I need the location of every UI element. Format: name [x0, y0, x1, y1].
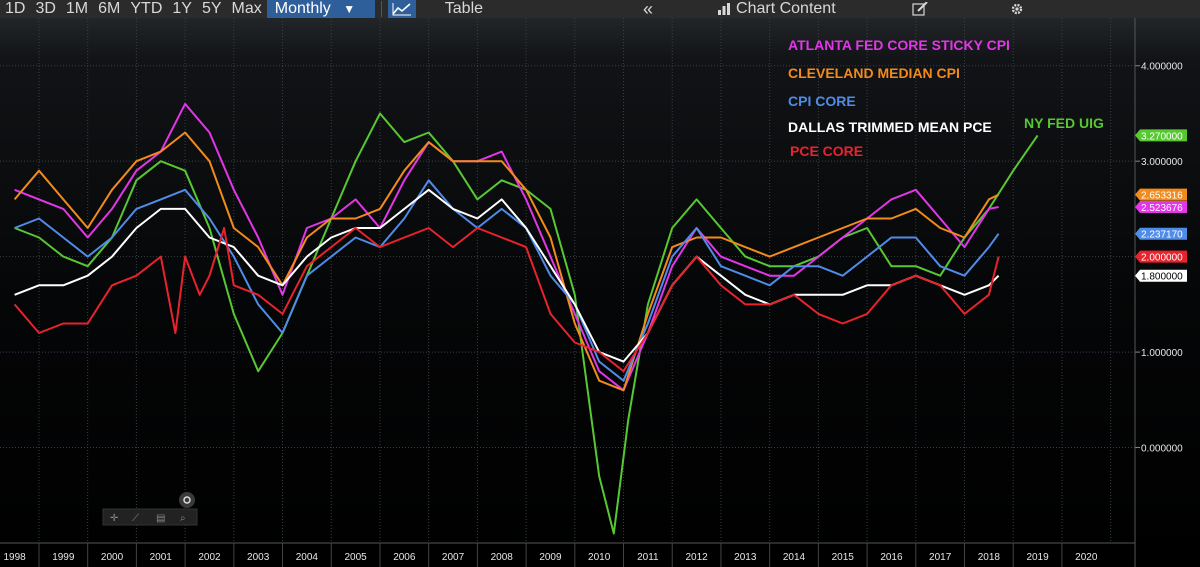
period-1d[interactable]: 1D [5, 0, 26, 17]
tag-label: 2.237170 [1141, 230, 1183, 241]
series-line-ny-fed-uig[interactable] [14, 112, 1039, 535]
x-tick-label: 2010 [588, 552, 611, 563]
last-value-tag: 2.237170 [1135, 227, 1187, 241]
x-tick-label: 2007 [442, 552, 465, 563]
chart-content-icon [718, 3, 731, 15]
legend-entry: CPI CORE [788, 93, 856, 109]
x-tick-label: 2018 [978, 552, 1001, 563]
tag-bg [1135, 201, 1187, 213]
x-tick-label: 1999 [52, 552, 75, 563]
tag-label: 1.800000 [1141, 272, 1183, 283]
grid-lines [0, 18, 1135, 543]
period-3d[interactable]: 3D [35, 0, 56, 17]
x-tick-label: 2003 [247, 552, 270, 563]
y-tick-label: 4.000000 [1141, 62, 1183, 73]
last-value-tag: 3.270000 [1135, 129, 1187, 142]
legend-entry: DALLAS TRIMMED MEAN PCE [788, 119, 992, 135]
chart-content-button[interactable]: Chart Content [712, 0, 841, 18]
tag-label: 3.270000 [1141, 131, 1183, 142]
period-1y[interactable]: 1Y [172, 0, 192, 17]
series-line-dallas-trimmed-mean-pce[interactable] [14, 188, 1000, 363]
settings-button[interactable] [1005, 0, 1029, 18]
tool-strip [102, 508, 198, 526]
period-max[interactable]: Max [231, 0, 262, 17]
legend-entry: NY FED UIG [1024, 115, 1104, 131]
x-tick-label: 2004 [296, 552, 319, 563]
x-tick-label: 2006 [393, 552, 416, 563]
x-tick-label: 2009 [539, 552, 562, 563]
frequency-label: Monthly [274, 0, 331, 17]
legend-entry: PCE CORE [790, 143, 863, 159]
line-chart-icon [392, 3, 411, 16]
period-ytd[interactable]: YTD [130, 0, 163, 17]
x-tick-label: 2002 [198, 552, 221, 563]
tag-bg [1135, 250, 1187, 263]
legend-entry: ATLANTA FED CORE STICKY CPI [788, 37, 1010, 53]
tag-label: 2.523676 [1141, 203, 1183, 214]
line-chart-button[interactable] [387, 0, 416, 18]
x-tick-label: 2011 [637, 552, 659, 563]
draw-icon[interactable]: ⟋ [132, 513, 139, 524]
y-tick-label: 3.000000 [1141, 157, 1183, 168]
chart-tool-palette: ✛ ⟋ ▤ ⌕ [102, 492, 198, 526]
x-tick-label: 1998 [3, 552, 26, 563]
frequency-dropdown[interactable]: Monthly ▼ [266, 0, 375, 18]
gear-icon [1011, 3, 1022, 15]
tag-label: 2.653316 [1141, 191, 1183, 202]
table-button[interactable]: Table [444, 0, 484, 17]
x-tick-label: 2001 [150, 552, 173, 563]
period-1m[interactable]: 1M [65, 0, 89, 17]
legend-entry: CLEVELAND MEDIAN CPI [788, 65, 960, 81]
crosshair-icon[interactable]: ✛ [110, 513, 118, 524]
tag-bg [1135, 188, 1187, 201]
chart-area: 0.000000 1.000000 2.000000 3.000000 4.000000… [0, 18, 1187, 567]
last-value-tag: 2.000000 [1135, 250, 1187, 264]
tag-bg [1135, 129, 1187, 142]
y-tick-label: 0.000000 [1141, 444, 1183, 455]
series-lines [13, 102, 1039, 535]
series-line-cpi-core[interactable] [14, 179, 1000, 382]
legend: ATLANTA FED CORE STICKY CPI CLEVELAND MED… [788, 37, 1104, 159]
tool-handle[interactable] [179, 492, 195, 508]
x-tick-label: 2015 [832, 552, 855, 563]
x-tick-label: 2008 [491, 552, 514, 563]
x-tick-label: 2019 [1026, 552, 1049, 563]
x-tick-label: 2013 [734, 552, 757, 563]
annotate-icon[interactable]: ▤ [156, 513, 165, 524]
period-6m[interactable]: 6M [98, 0, 121, 17]
chevron-down-icon: ▼ [343, 2, 356, 16]
series-line-pce-core[interactable] [13, 227, 1000, 373]
x-tick-label: 2020 [1075, 552, 1098, 563]
y-tick-label: 1.000000 [1141, 348, 1183, 359]
series-line-cleveland-median-cpi[interactable] [13, 131, 1000, 392]
last-value-tag: 2.523676 [1135, 201, 1187, 214]
chart-content-label: Chart Content [736, 0, 836, 17]
x-tick-label: 2012 [685, 552, 708, 563]
x-axis: 1998 1999 2000 2001 2002 2003 2004 2005 2006 2007… [0, 18, 1136, 567]
zoom-icon[interactable]: ⌕ [180, 513, 186, 524]
record-icon [183, 496, 191, 504]
last-value-tag: 2.653316 [1135, 188, 1187, 202]
tag-bg [1135, 269, 1187, 282]
toolbar: 1D 3D 1M 6M YTD 1Y 5Y Max Monthly ▼ Tabl… [0, 0, 1200, 18]
double-chevron-left-icon[interactable]: « [643, 0, 654, 19]
edit-button[interactable] [907, 0, 933, 18]
edit-icon [912, 2, 928, 16]
tag-label: 2.000000 [1141, 253, 1183, 264]
tag-bg [1135, 227, 1187, 240]
x-tick-label: 2017 [929, 552, 952, 563]
period-5y[interactable]: 5Y [201, 0, 222, 17]
last-value-tag: 1.800000 [1135, 269, 1187, 283]
x-tick-label: 2014 [783, 552, 806, 563]
x-tick-label: 2005 [344, 552, 367, 563]
toolbar-divider [380, 1, 382, 17]
x-tick-label: 2016 [880, 552, 903, 563]
x-tick-label: 2000 [101, 552, 124, 563]
